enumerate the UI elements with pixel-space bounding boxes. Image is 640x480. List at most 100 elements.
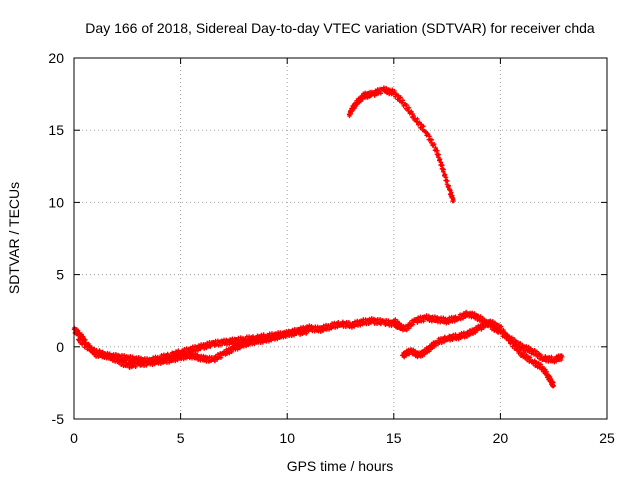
data-point-fill	[192, 351, 198, 357]
data-point-fill	[463, 309, 469, 315]
data-point-fill	[113, 355, 119, 360]
data-point	[306, 328, 311, 334]
y-tick-label: 5	[56, 267, 64, 283]
data-point-fill	[549, 354, 554, 360]
data-point-fill	[151, 359, 157, 364]
data-point-fill	[326, 327, 332, 332]
data-point-fill	[414, 119, 419, 124]
data-point-fill	[493, 325, 499, 331]
data-point-fill	[435, 148, 440, 153]
data-point-fill	[422, 352, 427, 357]
data-point-fill	[208, 344, 213, 349]
data-point-fill	[392, 88, 397, 94]
data-point-fill	[470, 310, 475, 315]
data-point-fill	[406, 105, 412, 111]
data-point-fill	[482, 320, 487, 325]
data-point-fill	[97, 348, 102, 353]
data-point-fill	[404, 327, 409, 333]
data-point-fill	[466, 314, 472, 319]
data-point-fill	[419, 122, 424, 127]
data-point-fill	[456, 336, 461, 342]
data-point-fill	[515, 345, 521, 350]
data-point-fill	[449, 190, 454, 195]
data-point-fill	[429, 137, 435, 142]
data-point-fill	[524, 357, 530, 363]
data-point-fill	[558, 357, 564, 363]
data-point-fill	[475, 328, 480, 333]
data-point-fill	[479, 327, 484, 332]
y-axis-label: SDTVAR / TECUs	[6, 182, 22, 294]
data-point-fill	[406, 326, 412, 331]
y-tick-label: 10	[48, 194, 64, 210]
data-point-fill	[439, 340, 444, 345]
data-point-fill	[458, 316, 464, 322]
data-point-fill	[236, 342, 241, 348]
data-point-fill	[480, 315, 486, 321]
data-point-fill	[136, 359, 141, 365]
data-point-fill	[181, 356, 186, 362]
data-point-fill	[409, 109, 414, 114]
data-point	[551, 383, 556, 388]
data-point-fill	[349, 325, 355, 330]
data-point-fill	[461, 311, 467, 316]
x-tick-label: 0	[70, 430, 78, 446]
data-point-fill	[398, 95, 403, 100]
data-point-fill	[383, 85, 389, 91]
data-point-fill	[490, 319, 495, 324]
chart-title: Day 166 of 2018, Sidereal Day-to-day VTE…	[85, 20, 595, 36]
data-point-fill	[215, 352, 221, 357]
data-point-fill	[415, 315, 421, 320]
data-point-fill	[366, 321, 371, 327]
data-point-fill	[404, 102, 409, 108]
data-point-fill	[410, 322, 416, 327]
data-point-fill	[283, 334, 288, 339]
data-point-fill	[158, 361, 164, 366]
data-point-fill	[399, 322, 404, 328]
series-lower-band	[76, 326, 311, 371]
data-point-fill	[182, 353, 188, 359]
data-point-fill	[335, 324, 340, 330]
data-point-fill	[529, 351, 534, 356]
data-point	[560, 354, 565, 360]
data-point-fill	[433, 145, 438, 151]
data-point-fill	[318, 329, 323, 334]
x-tick-label: 15	[386, 430, 402, 446]
data-point-fill	[348, 111, 354, 117]
data-point-fill	[321, 323, 326, 329]
data-point-fill	[235, 347, 240, 352]
data-point-fill	[196, 343, 202, 348]
data-point-fill	[77, 330, 82, 335]
data-point-fill	[521, 347, 526, 353]
data-point-fill	[351, 321, 356, 327]
data-point-fill	[86, 342, 91, 348]
data-point-fill	[533, 363, 538, 369]
data-point-fill	[544, 369, 549, 375]
x-tick-label: 20	[493, 430, 509, 446]
data-point-fill	[243, 343, 249, 349]
x-axis-label: GPS time / hours	[287, 458, 394, 474]
data-point-fill	[538, 362, 543, 367]
data-point-fill	[173, 358, 178, 364]
y-tick-label: 15	[48, 122, 64, 138]
data-point-fill	[524, 352, 529, 358]
data-point-fill	[441, 315, 446, 320]
data-point-fill	[527, 355, 533, 360]
data-point-fill	[218, 343, 224, 348]
data-point-fill	[195, 348, 201, 353]
data-point-fill	[124, 360, 129, 365]
data-point-fill	[358, 323, 363, 328]
series-upper-arc	[346, 85, 456, 204]
data-point-fill	[122, 353, 127, 358]
data-points	[71, 85, 565, 389]
data-point-fill	[513, 342, 518, 348]
data-point-fill	[372, 93, 377, 98]
plot-frame	[73, 57, 608, 420]
x-tick-label: 25	[599, 430, 615, 446]
x-tick-label: 5	[177, 430, 185, 446]
data-point-fill	[498, 324, 504, 329]
data-point-fill	[238, 340, 243, 346]
axes: 0 5 10 15 20 25 -5 0 5 10 15 20	[48, 50, 615, 446]
data-point-fill	[437, 157, 443, 162]
